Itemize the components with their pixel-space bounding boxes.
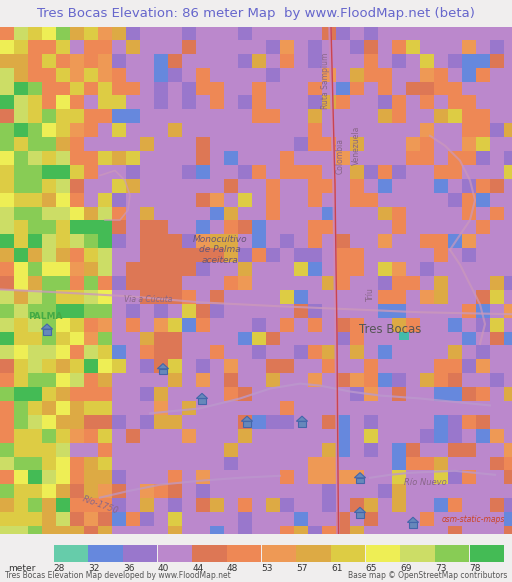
Text: 28: 28: [54, 564, 65, 573]
Bar: [296, 545, 331, 562]
Text: Via a Cúcuta: Via a Cúcuta: [124, 295, 172, 304]
Text: Río Nuevo: Río Nuevo: [403, 478, 446, 487]
Text: meter: meter: [8, 564, 35, 573]
Bar: [298, 421, 306, 427]
Text: Tres Bocas Elevation Map developed by www.FloodMap.net: Tres Bocas Elevation Map developed by ww…: [5, 570, 231, 580]
Bar: [193, 545, 227, 562]
Bar: [159, 369, 167, 374]
Bar: [89, 545, 123, 562]
Bar: [356, 513, 364, 518]
Text: Monocultivo
de Palma
aceitera: Monocultivo de Palma aceitera: [193, 235, 247, 265]
Text: 73: 73: [435, 564, 446, 573]
Text: 65: 65: [366, 564, 377, 573]
Polygon shape: [157, 364, 168, 369]
Text: Tres Bocas: Tres Bocas: [359, 322, 421, 336]
Text: 69: 69: [400, 564, 412, 573]
Text: 61: 61: [331, 564, 343, 573]
Text: Río-1750: Río-1750: [81, 495, 119, 516]
Polygon shape: [197, 393, 207, 399]
Text: Ruta Sampium: Ruta Sampium: [321, 53, 330, 109]
Polygon shape: [296, 416, 308, 421]
Bar: [198, 399, 206, 404]
Bar: [262, 545, 296, 562]
Text: 40: 40: [158, 564, 169, 573]
Text: 32: 32: [89, 564, 100, 573]
Bar: [123, 545, 157, 562]
Polygon shape: [41, 324, 53, 329]
Bar: [400, 545, 435, 562]
Bar: [435, 545, 470, 562]
Text: 57: 57: [296, 564, 308, 573]
Bar: [54, 545, 88, 562]
Polygon shape: [408, 517, 419, 523]
Text: 36: 36: [123, 564, 135, 573]
Bar: [356, 478, 364, 483]
Text: Base map © OpenStreetMap contributors: Base map © OpenStreetMap contributors: [348, 570, 507, 580]
Text: 53: 53: [262, 564, 273, 573]
Bar: [43, 329, 51, 335]
Text: 44: 44: [193, 564, 204, 573]
Text: Tres Bocas Elevation: 86 meter Map  by www.FloodMap.net (beta): Tres Bocas Elevation: 86 meter Map by ww…: [37, 7, 475, 20]
Bar: [243, 421, 251, 427]
Text: Venezuela: Venezuela: [352, 126, 360, 165]
Text: Tríu: Tríu: [366, 288, 374, 301]
Bar: [158, 545, 192, 562]
Bar: [409, 523, 417, 528]
Bar: [470, 545, 504, 562]
Text: 78: 78: [470, 564, 481, 573]
Text: 48: 48: [227, 564, 239, 573]
Polygon shape: [354, 508, 366, 513]
Bar: [331, 545, 366, 562]
Polygon shape: [241, 416, 252, 421]
Bar: [366, 545, 400, 562]
Text: Colombia: Colombia: [335, 137, 345, 173]
Bar: [227, 545, 261, 562]
Bar: [399, 332, 409, 340]
Text: PALMA: PALMA: [28, 312, 62, 321]
Polygon shape: [354, 473, 366, 478]
Text: osm-static-maps: osm-static-maps: [442, 515, 505, 524]
